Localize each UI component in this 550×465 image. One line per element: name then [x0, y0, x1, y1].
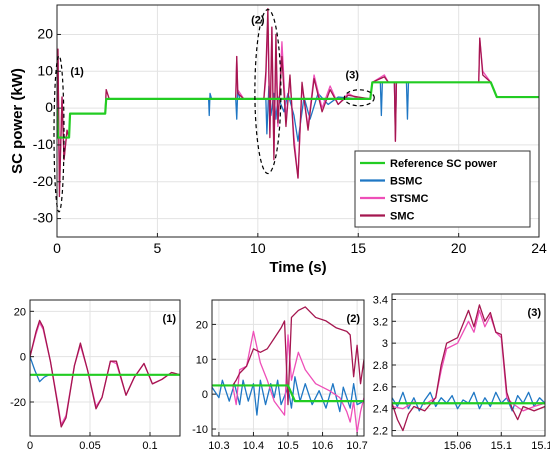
- x-tick-label: 10.4: [243, 440, 264, 452]
- zoom-annotation: (2): [251, 14, 265, 26]
- y-tick-label: 2.6: [373, 382, 388, 394]
- series-line: [30, 319, 180, 428]
- x-tick-label: 20: [451, 240, 467, 256]
- chart-main: 0 5 10 15 20 24 -30 -20 -10 0 10 20 Time (s) SC power…: [9, 4, 547, 276]
- legend-label: STSMC: [390, 193, 429, 205]
- y-tick-label: 3.4: [373, 294, 388, 306]
- y-axis-label: SC power (kW): [9, 68, 26, 174]
- series-line: [212, 384, 364, 403]
- legend-label: BSMC: [390, 176, 422, 188]
- x-tick-label: 15.14: [531, 440, 550, 452]
- x-axis-label: Time (s): [269, 259, 326, 276]
- y-tick-label: -20: [10, 397, 26, 409]
- x-tick-label: 15: [350, 240, 366, 256]
- y-tick-label: 20: [37, 25, 53, 41]
- series-group: [30, 319, 180, 428]
- chart-zoom1: 0 0.05 0.1 -20 0 20 (1): [10, 299, 181, 452]
- y-tick-label: 20: [196, 319, 208, 331]
- x-tick-label: 10.3: [208, 440, 229, 452]
- x-tick-label: 0: [53, 240, 61, 256]
- x-tick-label: 10: [250, 240, 266, 256]
- series-line: [392, 304, 545, 432]
- x-tick-label: 10.5: [277, 440, 298, 452]
- x-tick-label: 0: [27, 440, 33, 452]
- panel-label: (3): [528, 307, 542, 319]
- y-tick-label: 2.4: [373, 404, 388, 416]
- plot-frame: [29, 299, 181, 437]
- series-line: [212, 376, 364, 416]
- y-tick-label: 10: [196, 354, 208, 366]
- series-line: [57, 81, 539, 139]
- y-tick-label: 20: [14, 306, 26, 318]
- x-tick-label: 5: [154, 240, 162, 256]
- x-tick-label: 15.06: [444, 440, 472, 452]
- series-line: [212, 306, 364, 406]
- x-tick-label: 10.7: [346, 440, 367, 452]
- legend-label: SMC: [390, 211, 415, 223]
- series-group: [212, 306, 364, 434]
- panel-label: (2): [347, 313, 361, 325]
- x-tick-label: 0.05: [79, 440, 100, 452]
- series-group: [392, 304, 545, 432]
- series-line: [30, 356, 180, 383]
- y-tick-label: 0: [45, 99, 53, 115]
- y-tick-label: 0: [20, 352, 26, 364]
- plot-frame: [56, 4, 540, 238]
- x-tick-label: 24: [531, 240, 547, 256]
- series-line: [212, 330, 364, 434]
- y-tick-label: -10: [192, 424, 208, 436]
- y-tick-label: -30: [33, 210, 53, 226]
- legend: Reference SC power BSMC STSMC SMC: [354, 150, 531, 228]
- series-line: [57, 81, 539, 142]
- y-tick-label: 2.8: [373, 360, 388, 372]
- y-tick-label: 0: [202, 389, 208, 401]
- x-tick-label: 0.1: [142, 440, 157, 452]
- zoom-region-3-ellipse: [343, 89, 375, 107]
- zoom-region-1-ellipse: [53, 55, 65, 213]
- x-tick-label: 10.6: [312, 440, 333, 452]
- y-tick-label: -10: [33, 136, 53, 152]
- y-tick-label: 3: [382, 338, 388, 350]
- panel-label: (1): [163, 313, 177, 325]
- series-group: [57, 8, 539, 198]
- chart-zoom2: 10.3 10.4 10.5 10.6 10.7 -10 0 10 20 (2): [192, 299, 368, 452]
- y-tick-label: -20: [33, 173, 53, 189]
- zoom-region-2-ellipse: [254, 8, 282, 175]
- y-tick-label: 3.2: [373, 316, 388, 328]
- chart-zoom3: 15.06 15.1 15.14 2.2 2.4 2.6 2.8 3 3.2 3.4 (3): [373, 293, 550, 452]
- zoom-annotation: (1): [70, 66, 84, 78]
- y-tick-label: 10: [37, 62, 53, 78]
- zoom-annotation: (3): [345, 70, 359, 82]
- y-tick-label: 2.2: [373, 426, 388, 438]
- series-line: [392, 309, 545, 412]
- legend-label: Reference SC power: [390, 158, 498, 170]
- x-tick-label: 15.1: [491, 440, 512, 452]
